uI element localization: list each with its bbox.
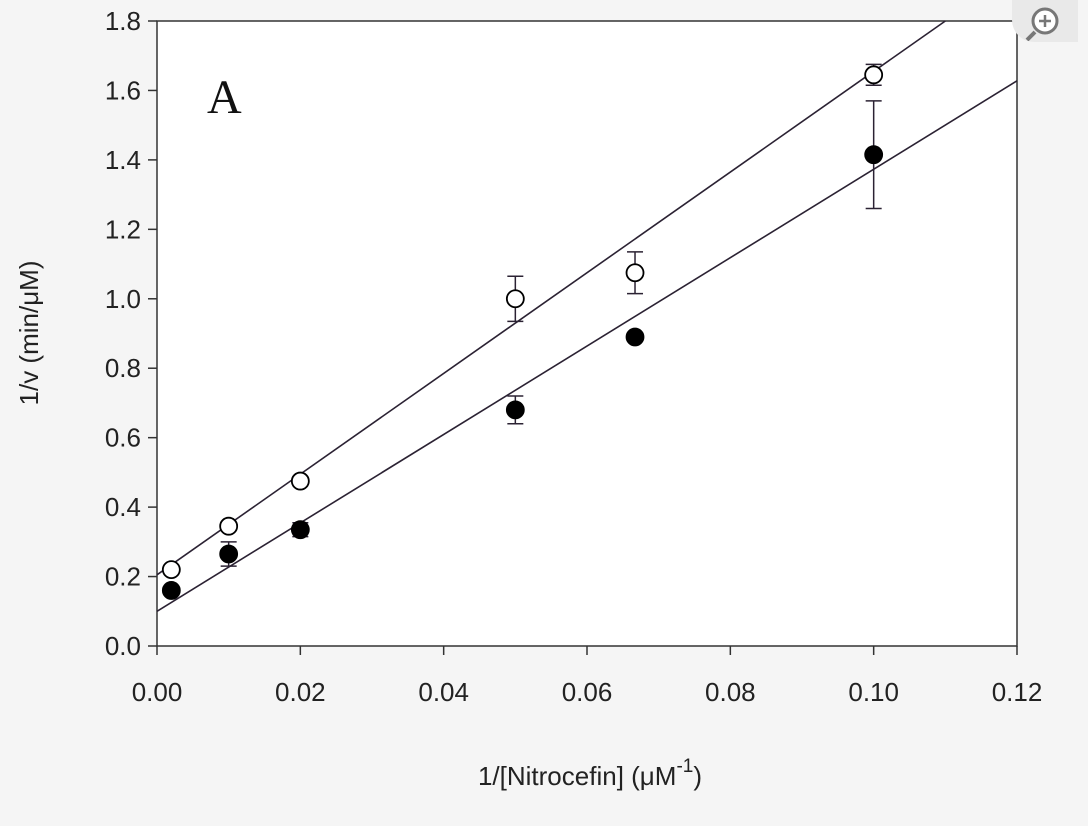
data-points: [161, 65, 884, 600]
y-tick-label: 1.8: [105, 6, 141, 36]
open-point: [864, 65, 884, 85]
x-tick-label: 0.06: [562, 677, 613, 707]
filled-point: [625, 327, 645, 347]
y-axis-title: 1/v (min/μM): [14, 261, 44, 406]
x-axis-title-main: 1/[Nitrocefin] (μM: [478, 761, 676, 791]
open-point: [505, 289, 525, 309]
open-point: [219, 516, 239, 536]
plot-area: [156, 20, 1018, 647]
x-axis-title: 1/[Nitrocefin] (μM-1): [478, 756, 702, 791]
x-tick-label: 0.08: [705, 677, 756, 707]
fit-line: [156, 20, 946, 576]
x-tick-label: 0.10: [848, 677, 899, 707]
open-point: [625, 263, 645, 283]
x-axis-title-close: ): [693, 761, 702, 791]
x-axis: 0.00 0.02 0.04 0.06 0.08 0.10 0.12: [132, 646, 1043, 707]
y-tick-label: 0.8: [105, 353, 141, 383]
zoom-in-icon: [1025, 7, 1059, 41]
filled-point: [290, 520, 310, 540]
zoom-button[interactable]: [1012, 0, 1078, 42]
y-tick-label: 0.6: [105, 423, 141, 453]
y-tick-label: 1.2: [105, 214, 141, 244]
filled-point: [161, 581, 181, 600]
filled-point: [864, 145, 884, 165]
x-axis-title-sup: -1: [676, 756, 693, 777]
filled-point: [505, 400, 525, 420]
x-tick-label: 0.02: [275, 677, 326, 707]
y-tick-label: 0.4: [105, 492, 141, 522]
y-tick-label: 1.0: [105, 284, 141, 314]
y-tick-label: 1.4: [105, 145, 141, 175]
y-tick-label: 0.2: [105, 562, 141, 592]
open-point: [290, 471, 310, 491]
open-point: [161, 560, 181, 580]
x-tick-label: 0.04: [418, 677, 469, 707]
panel-label: A: [207, 71, 242, 124]
x-tick-label: 0.12: [992, 677, 1043, 707]
y-tick-label: 0.0: [105, 631, 141, 661]
filled-point: [219, 544, 239, 564]
x-tick-label: 0.00: [132, 677, 183, 707]
y-axis: 0.0 0.2 0.4 0.6 0.8 1.0 1.2 1.4 1.6 1.8: [105, 6, 157, 661]
y-tick-label: 1.6: [105, 75, 141, 105]
